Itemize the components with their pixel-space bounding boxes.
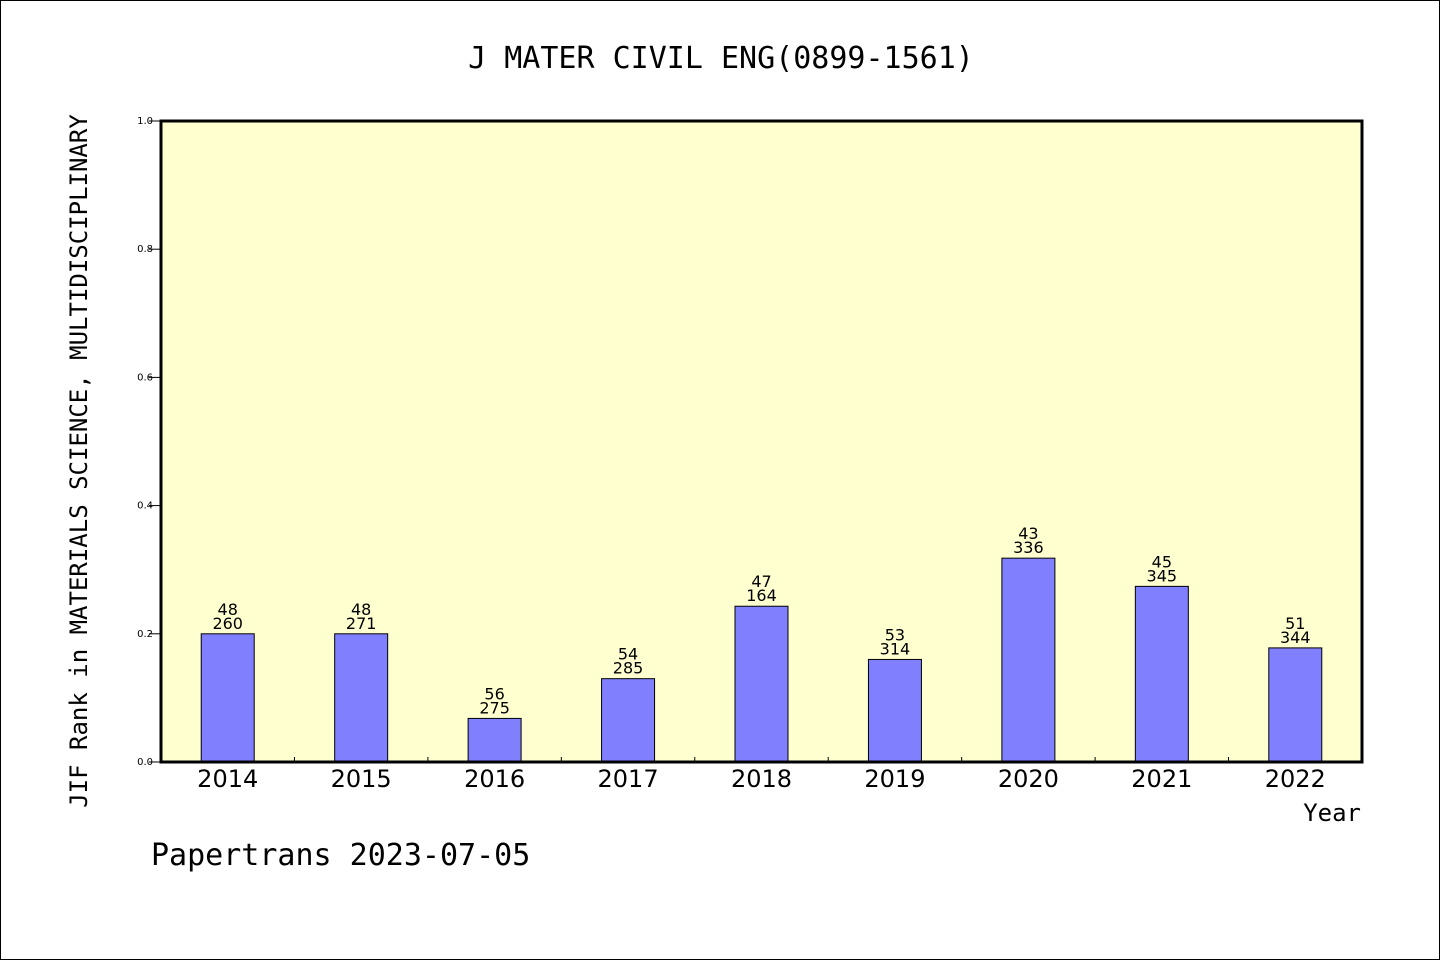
bar-rank-label: 56 <box>484 684 504 703</box>
x-tick-label: 2021 <box>1131 765 1192 793</box>
bar-total-label: 164 <box>746 586 777 605</box>
bar-2021 <box>1134 585 1189 763</box>
x-tick-label: 2014 <box>197 765 258 793</box>
bar-rank-label: 53 <box>885 625 905 644</box>
plot-border <box>159 119 1364 764</box>
bar-total-label: 344 <box>1280 628 1311 647</box>
y-tick-label: 1.0 <box>137 116 153 127</box>
bar-rank-label: 48 <box>218 600 238 619</box>
bar-2016 <box>467 717 522 763</box>
bar-2022 <box>1268 647 1323 763</box>
x-tick-label: 2019 <box>864 765 925 793</box>
x-tick-label: 2016 <box>464 765 525 793</box>
bar-rank-label: 51 <box>1285 614 1305 633</box>
x-tick-label: 2018 <box>731 765 792 793</box>
bar-2015 <box>334 633 389 763</box>
bar-rank-label: 43 <box>1018 524 1038 543</box>
y-axis-label: JIF Rank in MATERIALS SCIENCE, MULTIDISC… <box>65 114 93 808</box>
x-axis-label: Year <box>1303 799 1361 827</box>
chart-title: J MATER CIVIL ENG(0899-1561) <box>468 41 974 76</box>
bar-total-label: 285 <box>613 659 644 678</box>
bar-2017 <box>601 678 656 763</box>
bar-total-label: 275 <box>479 698 510 717</box>
footer-text: Papertrans 2023-07-05 <box>151 838 530 873</box>
bar-total-label: 336 <box>1013 538 1044 557</box>
x-tick-label: 2015 <box>331 765 392 793</box>
bar-rank-label: 45 <box>1152 552 1172 571</box>
bar-2014 <box>200 633 255 763</box>
x-tick-label: 2020 <box>998 765 1059 793</box>
x-tick-label: 2017 <box>598 765 659 793</box>
y-tick-label: 0.2 <box>137 629 153 640</box>
ticks-layer: 0.0 0.2 0.4 0.6 0.8 1.0 2014 2015 2016 2017 2018 20… <box>137 116 1326 793</box>
bar-rank-label: 47 <box>751 572 771 591</box>
bar-total-label: 345 <box>1147 566 1178 585</box>
bar-2018 <box>734 605 789 763</box>
bar-total-label: 271 <box>346 614 377 633</box>
bar-rank-label: 48 <box>351 600 371 619</box>
bar-rank-label: 54 <box>618 645 638 664</box>
x-tick-label: 2022 <box>1265 765 1326 793</box>
y-tick-label: 0.4 <box>137 501 153 512</box>
y-tick-label: 0.8 <box>137 244 153 255</box>
bar-total-label: 314 <box>880 639 911 658</box>
bar-total-label: 260 <box>212 614 243 633</box>
bar-2019 <box>867 658 922 763</box>
bars-layer: 4826048271562755428547164533144333645345… <box>200 524 1323 763</box>
y-tick-label: 0.6 <box>137 372 153 383</box>
bar-2020 <box>1001 557 1056 763</box>
y-tick-label: 0.0 <box>137 757 153 768</box>
